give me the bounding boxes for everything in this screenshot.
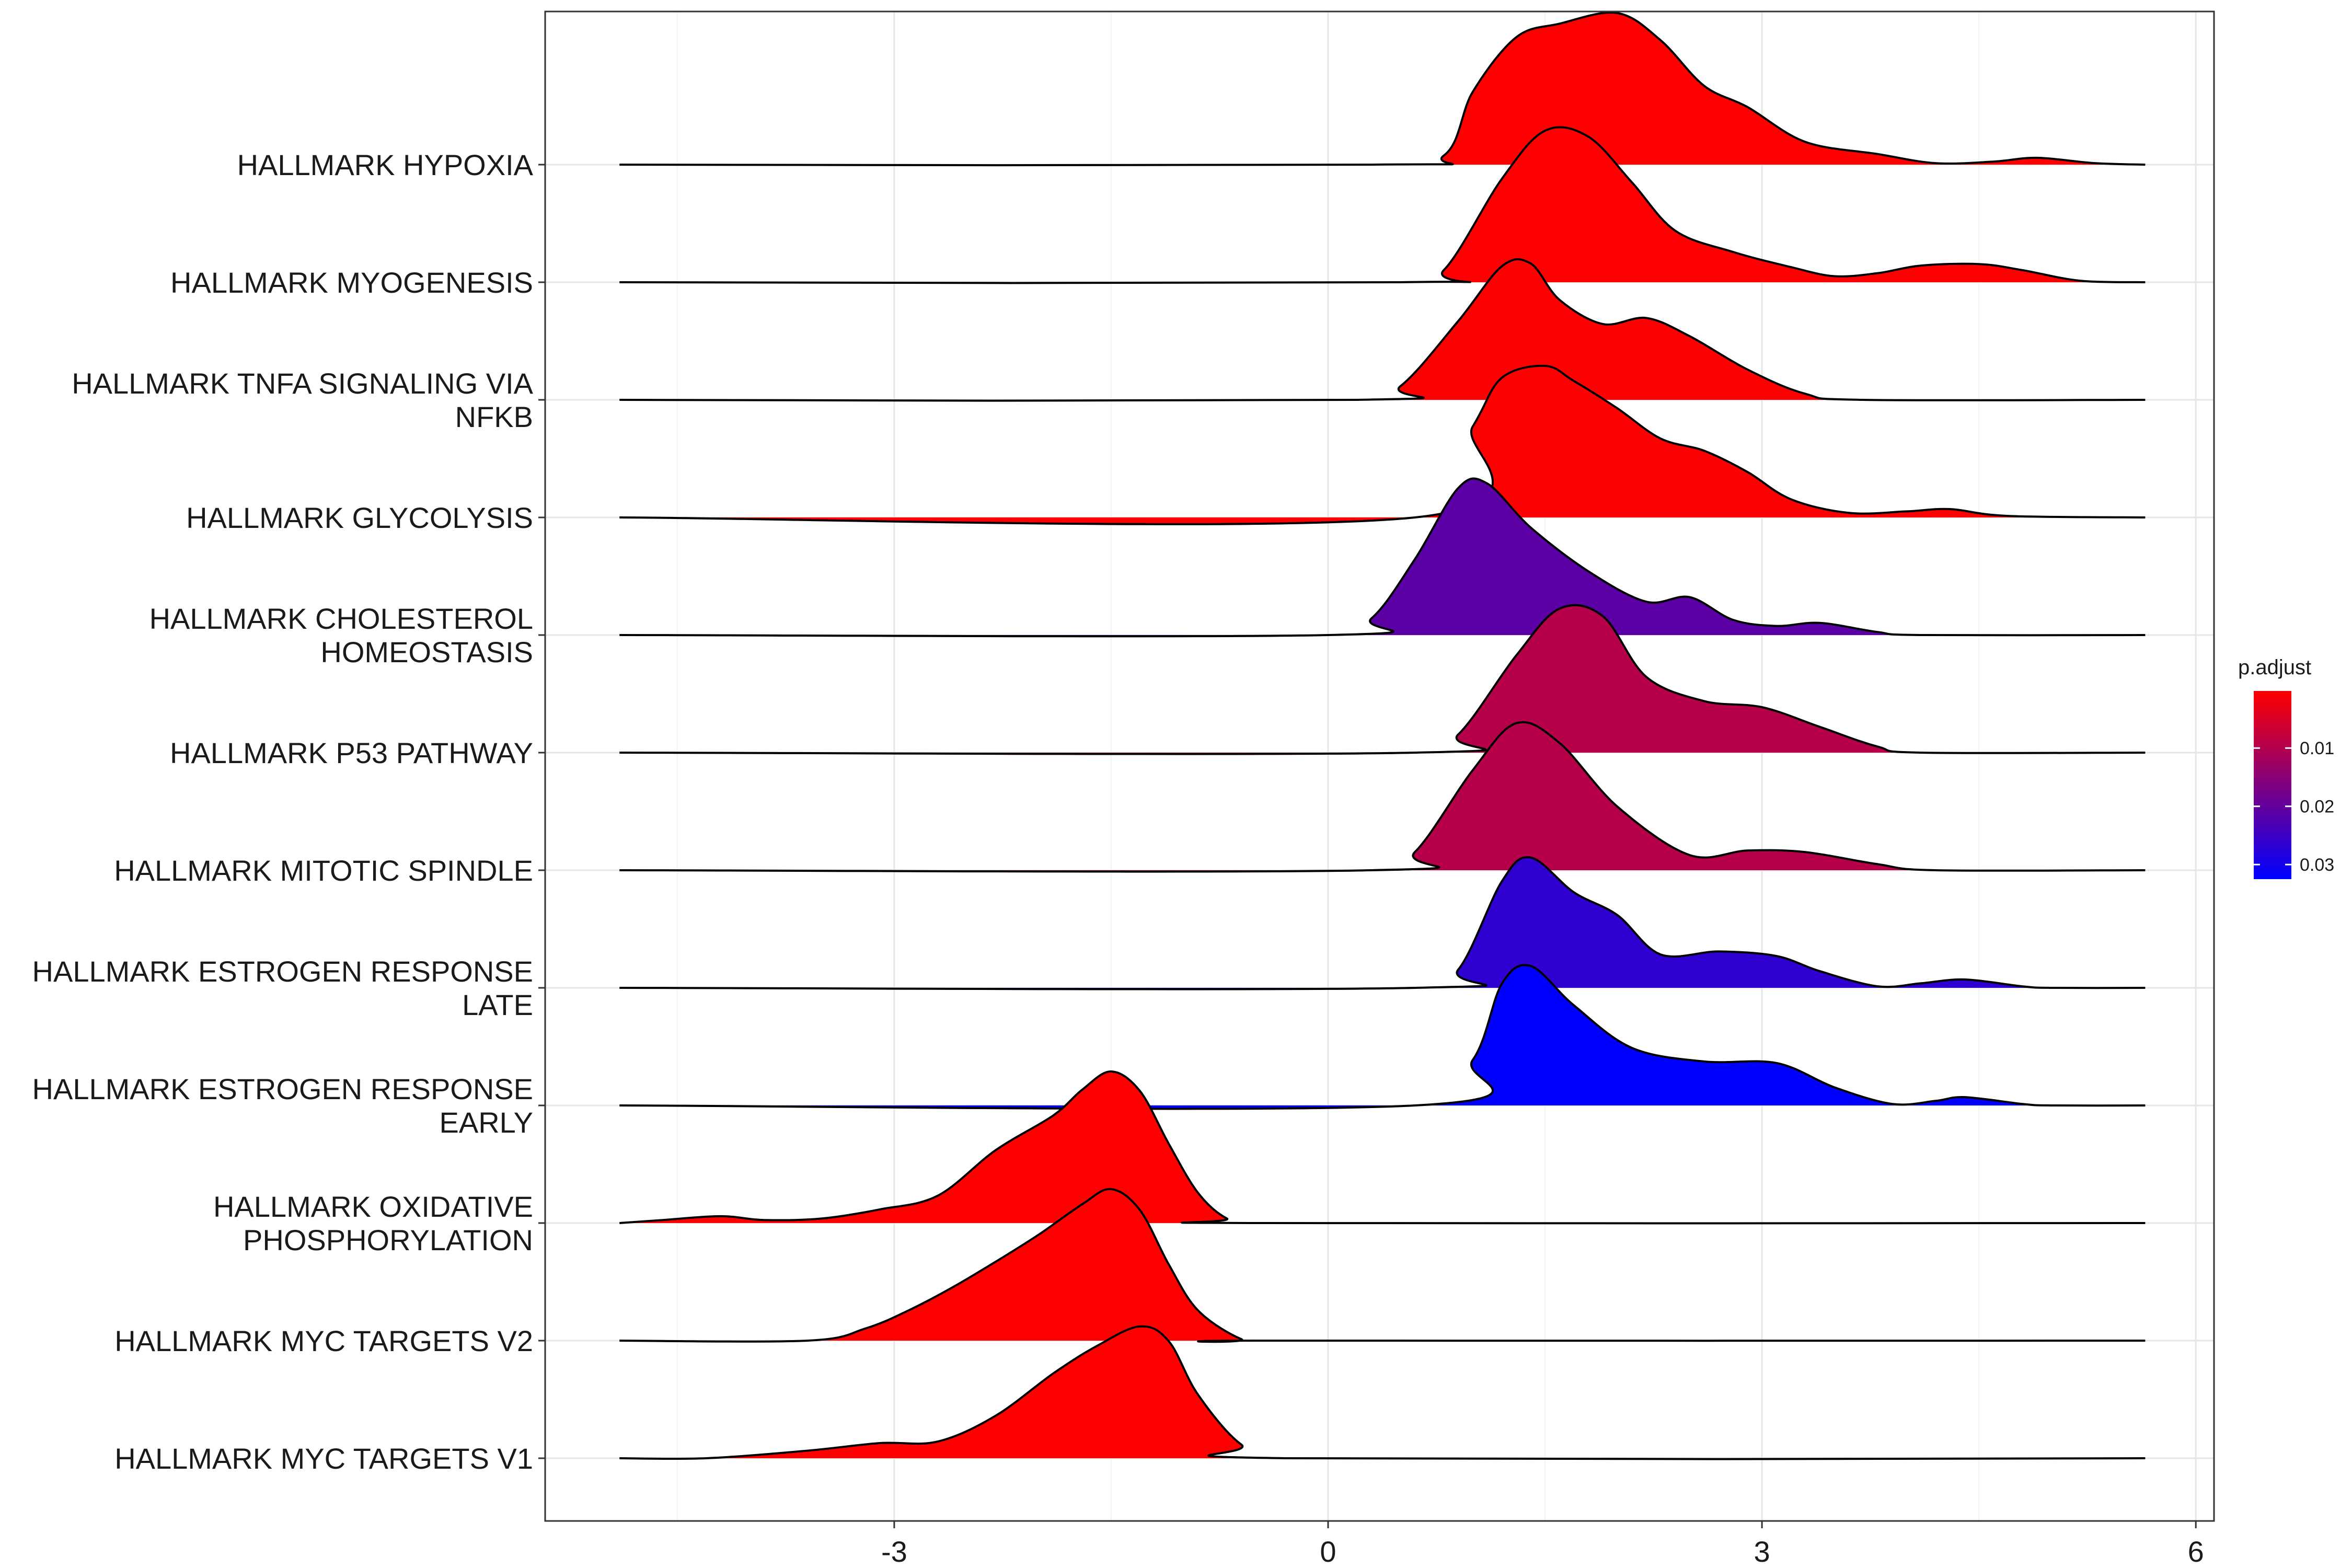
x-tick-label: 6: [2188, 1535, 2204, 1568]
y-axis-label: HALLMARK MYOGENESIS: [170, 266, 533, 299]
ridge-outline: [619, 364, 2146, 525]
y-axis-label: HALLMARK P53 PATHWAY: [170, 736, 533, 769]
y-axis-labels: HALLMARK HYPOXIA HALLMARK MYOGENESIS HALLM…: [32, 148, 545, 1475]
y-axis-label: HALLMARK MYC TARGETS V2: [114, 1324, 533, 1357]
y-axis-label: HALLMARK ESTROGEN RESPONSE EARLY: [32, 1073, 533, 1139]
ridge-fill: [619, 605, 2146, 754]
ridges: [619, 11, 2146, 1460]
plot-panel-border: [544, 10, 2215, 1522]
ridge-outline: [619, 1070, 2146, 1225]
ridge-fill: [619, 365, 2146, 524]
ridge-outline: [619, 11, 2146, 167]
ridge-fill: [619, 1071, 2146, 1224]
ridge-outline: [619, 258, 2146, 402]
legend-title: p.adjust: [2238, 656, 2311, 679]
x-tick-label: 3: [1754, 1535, 1770, 1568]
ridge-fill: [619, 857, 2146, 989]
ridge-outline: [619, 856, 2146, 990]
y-axis-label: HALLMARK OXIDATIVE PHOSPHORYLATION: [213, 1190, 533, 1256]
ridge-fill: [619, 1326, 2146, 1459]
x-tick-label: -3: [881, 1535, 907, 1568]
y-axis-label: HALLMARK TNFA SIGNALING VIA NFKB: [72, 367, 533, 433]
y-axis-label: HALLMARK GLYCOLYSIS: [186, 501, 533, 534]
ridge-outline: [619, 604, 2146, 755]
ridge-fill: [619, 965, 2146, 1109]
ridge-fill: [619, 13, 2146, 166]
ridge-outline: [619, 1325, 2146, 1460]
legend-tick-label: 0.01: [2300, 739, 2334, 758]
x-tick-label: 0: [1320, 1535, 1336, 1568]
ridge-outline: [619, 964, 2146, 1110]
ridge-outline: [619, 1187, 2146, 1343]
y-axis-label: HALLMARK HYPOXIA: [237, 148, 534, 181]
x-axis: -3 0 3 6: [881, 1521, 2204, 1568]
ridge-outline: [619, 477, 2146, 638]
y-axis-label: HALLMARK MITOTIC SPINDLE: [114, 854, 533, 887]
y-axis-label: HALLMARK CHOLESTEROL HOMEOSTASIS: [149, 602, 533, 668]
ridge-outline: [619, 126, 2146, 284]
legend: p.adjust 0.01 0.02 0.03: [2238, 656, 2334, 879]
ridge-outline: [619, 721, 2146, 873]
legend-colorbar: [2254, 691, 2291, 879]
ridge-fill: [619, 1189, 2146, 1342]
ridge-fill: [619, 127, 2146, 283]
legend-tick-label: 0.03: [2300, 855, 2334, 875]
y-axis-label: HALLMARK ESTROGEN RESPONSE LATE: [32, 955, 533, 1021]
legend-tick-label: 0.02: [2300, 797, 2334, 817]
y-axis-label: HALLMARK MYC TARGETS V1: [114, 1442, 533, 1475]
